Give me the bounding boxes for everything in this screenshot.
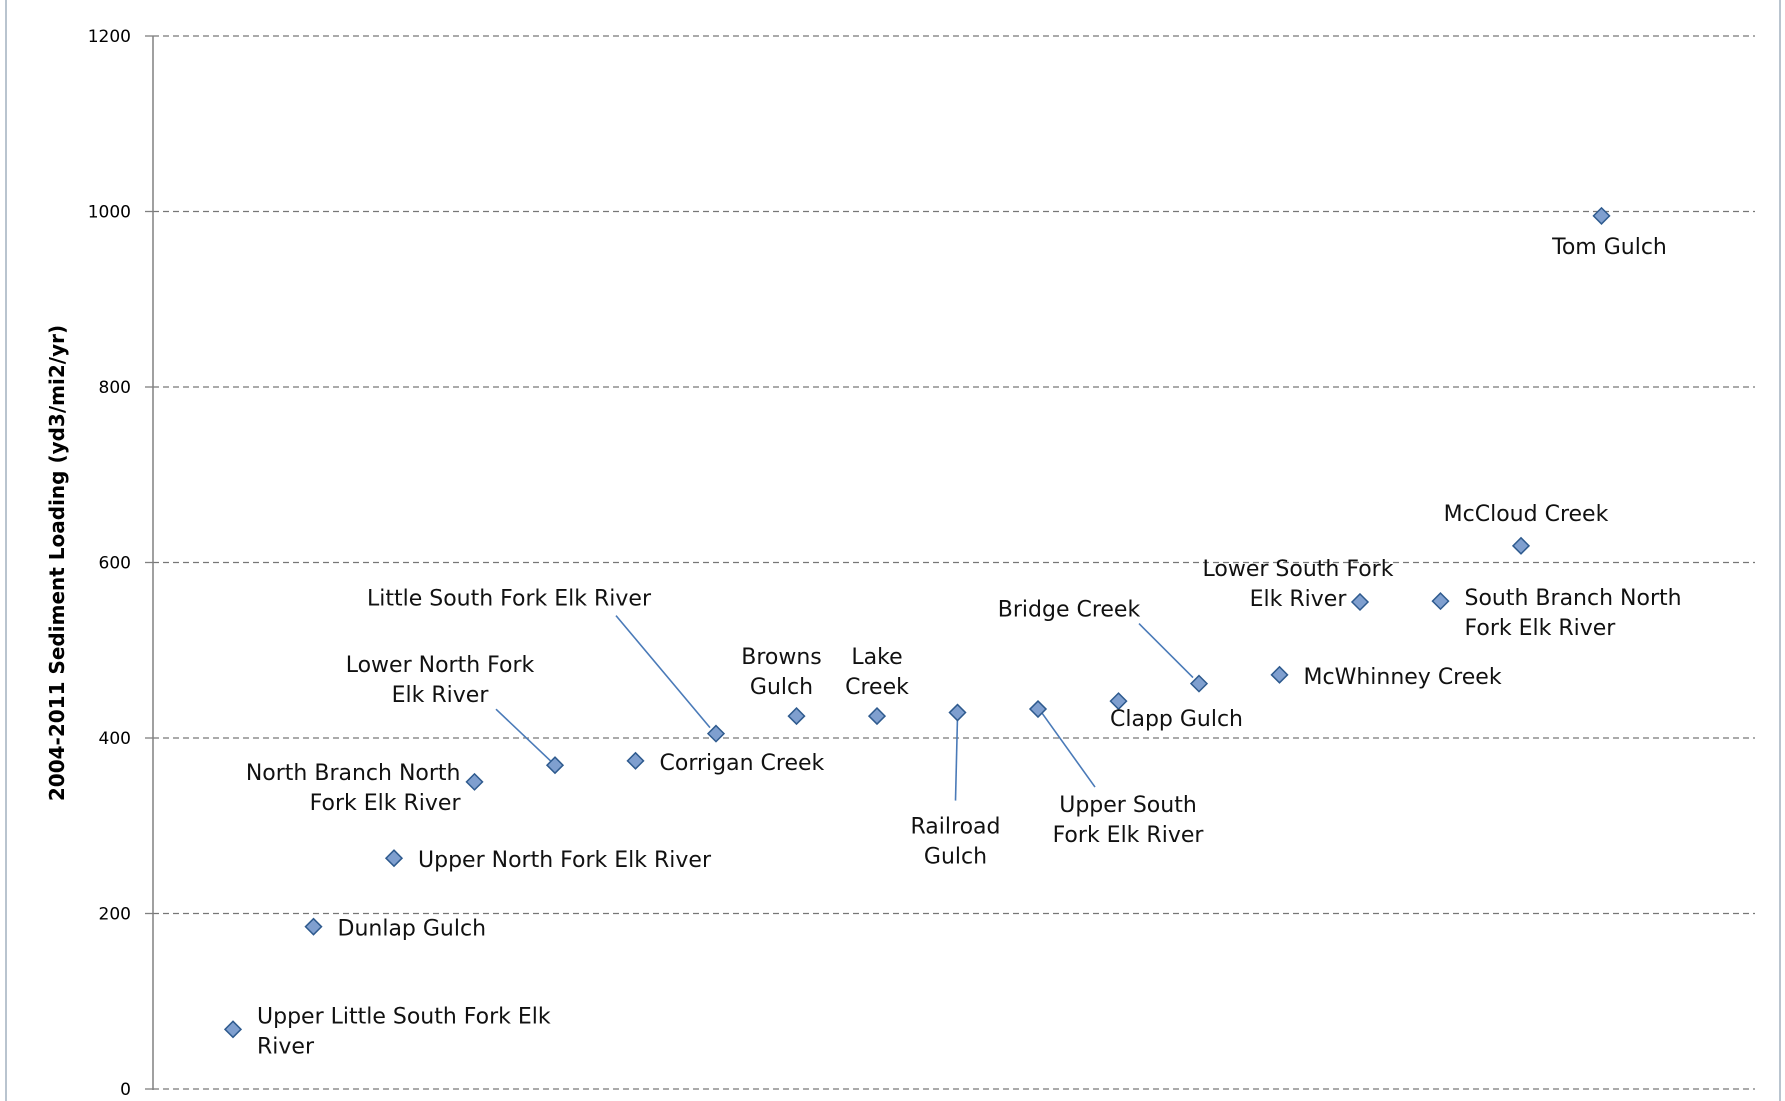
data-point-label: McCloud Creek — [1444, 502, 1609, 527]
data-point-label-line: McCloud Creek — [1444, 502, 1609, 527]
data-point-marker — [1028, 699, 1048, 719]
data-point-marker — [867, 707, 887, 726]
leader-line — [495, 708, 554, 764]
data-point-label-line: Clapp Gulch — [1110, 707, 1243, 732]
data-point-label: Corrigan Creek — [660, 751, 825, 776]
data-point-label-line: Dunlap Gulch — [338, 917, 487, 942]
data-point-label: Lake Creek — [845, 645, 909, 700]
y-tick-label: 400 — [99, 729, 131, 749]
data-point-marker — [1511, 536, 1531, 555]
data-point-label: Lower South Fork Elk River — [1203, 557, 1394, 612]
data-point-marker — [465, 772, 484, 791]
data-point-label-line: Elk River — [392, 683, 490, 708]
data-point-label-line: Gulch — [924, 845, 987, 870]
data-point-label-line: Railroad — [911, 815, 1001, 840]
data-point-label-line: North Branch North — [246, 761, 461, 786]
leader-lines — [495, 615, 1194, 801]
data-point-label: Dunlap Gulch — [338, 917, 487, 942]
data-point-label: Browns Gulch — [741, 645, 822, 700]
data-point-marker — [545, 756, 565, 775]
data-point-marker — [1592, 206, 1611, 225]
data-point-label: Little South Fork Elk River — [367, 587, 652, 612]
data-point-marker — [384, 849, 404, 868]
data-point-label-line: Upper Little South Fork Elk — [257, 1004, 551, 1029]
data-point-label-line: Little South Fork Elk River — [367, 587, 652, 612]
data-point-marker — [304, 917, 323, 936]
data-point-label-line: Fork Elk River — [310, 791, 462, 816]
y-tick-label: 800 — [99, 378, 131, 398]
data-point-label-line: Lower South Fork — [1203, 557, 1394, 582]
y-axis: 2004-2011 Sediment Loading (yd3/mi2/yr) … — [45, 27, 154, 1100]
data-point-label: Bridge Creek — [998, 598, 1141, 623]
y-tick-label: 1000 — [88, 203, 131, 223]
data-point-label-line: River — [257, 1034, 315, 1059]
data-point-label-line: Lower North Fork — [346, 653, 535, 678]
data-point-marker — [626, 751, 645, 770]
data-point-label-line: Creek — [845, 675, 909, 700]
data-point-marker — [1189, 674, 1209, 693]
data-point-marker — [948, 703, 967, 722]
data-point-label-line: Bridge Creek — [998, 598, 1141, 623]
data-point-label: Upper South Fork Elk River — [1053, 793, 1205, 848]
y-tick-label: 0 — [120, 1080, 131, 1100]
data-point-marker — [706, 724, 726, 743]
data-point-label-line: Fork Elk River — [1465, 616, 1617, 641]
data-point-marker — [1109, 692, 1128, 711]
data-point-marker — [1350, 592, 1370, 612]
data-point-label-line: Fork Elk River — [1053, 823, 1205, 848]
data-point-label-line: Tom Gulch — [1551, 235, 1667, 260]
data-point-label: Lower North Fork Elk River — [346, 653, 535, 708]
y-tick-label: 1200 — [88, 27, 131, 47]
y-axis-label: 2004-2011 Sediment Loading (yd3/mi2/yr) — [45, 325, 69, 801]
data-point-label: Railroad Gulch — [911, 815, 1001, 870]
gridlines — [153, 35, 1755, 1090]
data-point-label-line: South Branch North — [1465, 586, 1682, 611]
data-point-marker — [223, 1020, 243, 1039]
data-point-label-line: Browns — [741, 645, 822, 670]
data-point-label: Upper North Fork Elk River — [418, 848, 712, 873]
data-point-label: North Branch North Fork Elk River — [246, 761, 462, 816]
data-point-label-line: Upper North Fork Elk River — [418, 848, 712, 873]
data-point-label-line: Elk River — [1250, 587, 1348, 612]
data-point-label: Clapp Gulch — [1110, 707, 1243, 732]
data-point-marker — [1431, 592, 1450, 611]
data-point-label-line: Corrigan Creek — [660, 751, 825, 776]
leader-line — [1041, 712, 1096, 788]
data-point-marker — [787, 707, 806, 726]
leader-line — [615, 615, 711, 729]
data-point-label-line: McWhinney Creek — [1304, 665, 1502, 690]
data-point-label: Upper Little South Fork Elk River — [257, 1004, 551, 1059]
data-point-label: Tom Gulch — [1551, 235, 1667, 260]
y-tick-label: 200 — [99, 905, 131, 925]
data-point-label-line: Lake — [851, 645, 902, 670]
data-point-label: South Branch North Fork Elk River — [1465, 586, 1682, 641]
data-point-marker — [1270, 665, 1289, 684]
data-point-label-line: Gulch — [750, 675, 813, 700]
leader-line — [1138, 623, 1194, 679]
y-tick-label: 600 — [99, 554, 131, 574]
data-point-label-line: Upper South — [1059, 793, 1197, 818]
leader-line — [954, 716, 959, 801]
data-point-label: McWhinney Creek — [1304, 665, 1502, 690]
data-points — [223, 206, 1611, 1039]
point-labels: Upper Little South Fork Elk River Dunlap G… — [246, 235, 1682, 1059]
